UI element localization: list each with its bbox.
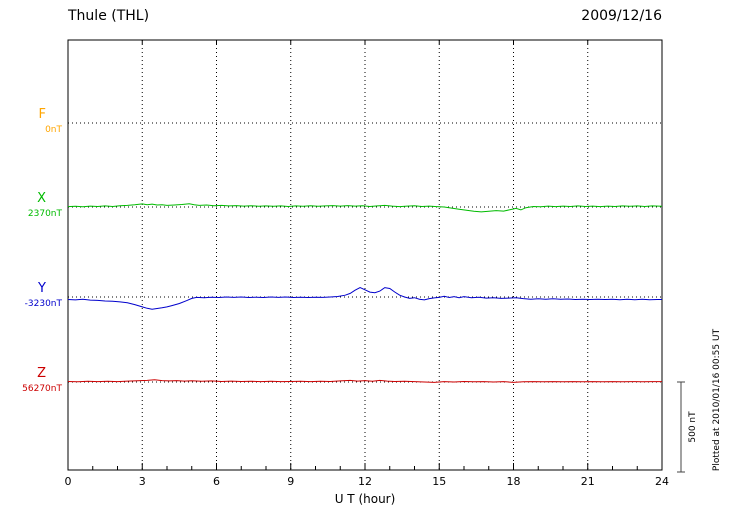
x-tick-label: 0 [64,475,72,488]
x-axis-title: U T (hour) [334,492,396,506]
series-baseline-F: 0nT [45,125,62,135]
date-label: 2009/12/16 [581,8,662,24]
series-label-Z: Z [37,366,46,381]
trace-Z [67,379,662,383]
trace-X [67,203,663,213]
x-tick-label: 9 [287,475,295,488]
page-title: Thule (THL) [68,8,150,24]
x-tick-label: 6 [213,475,220,488]
x-tick-label: 3 [138,475,146,488]
series-baseline-Z: 56270nT [22,384,62,394]
plotted-note: Plotted at 2010/01/16 00:55 UT [712,328,722,471]
scale-bar-label: 500 nT [688,411,698,443]
trace-Y [67,287,662,310]
series-label-Y: Y [38,281,46,296]
series-label-X: X [37,191,46,206]
x-tick-label: 24 [655,475,669,488]
x-tick-label: 12 [358,475,372,488]
series-baseline-X: 2370nT [27,209,62,219]
series-baseline-Y: -3230nT [24,299,62,309]
series-label-F: F [38,107,46,122]
x-tick-label: 15 [432,475,447,488]
x-tick-label: 18 [506,475,521,488]
x-tick-label: 21 [580,475,595,488]
